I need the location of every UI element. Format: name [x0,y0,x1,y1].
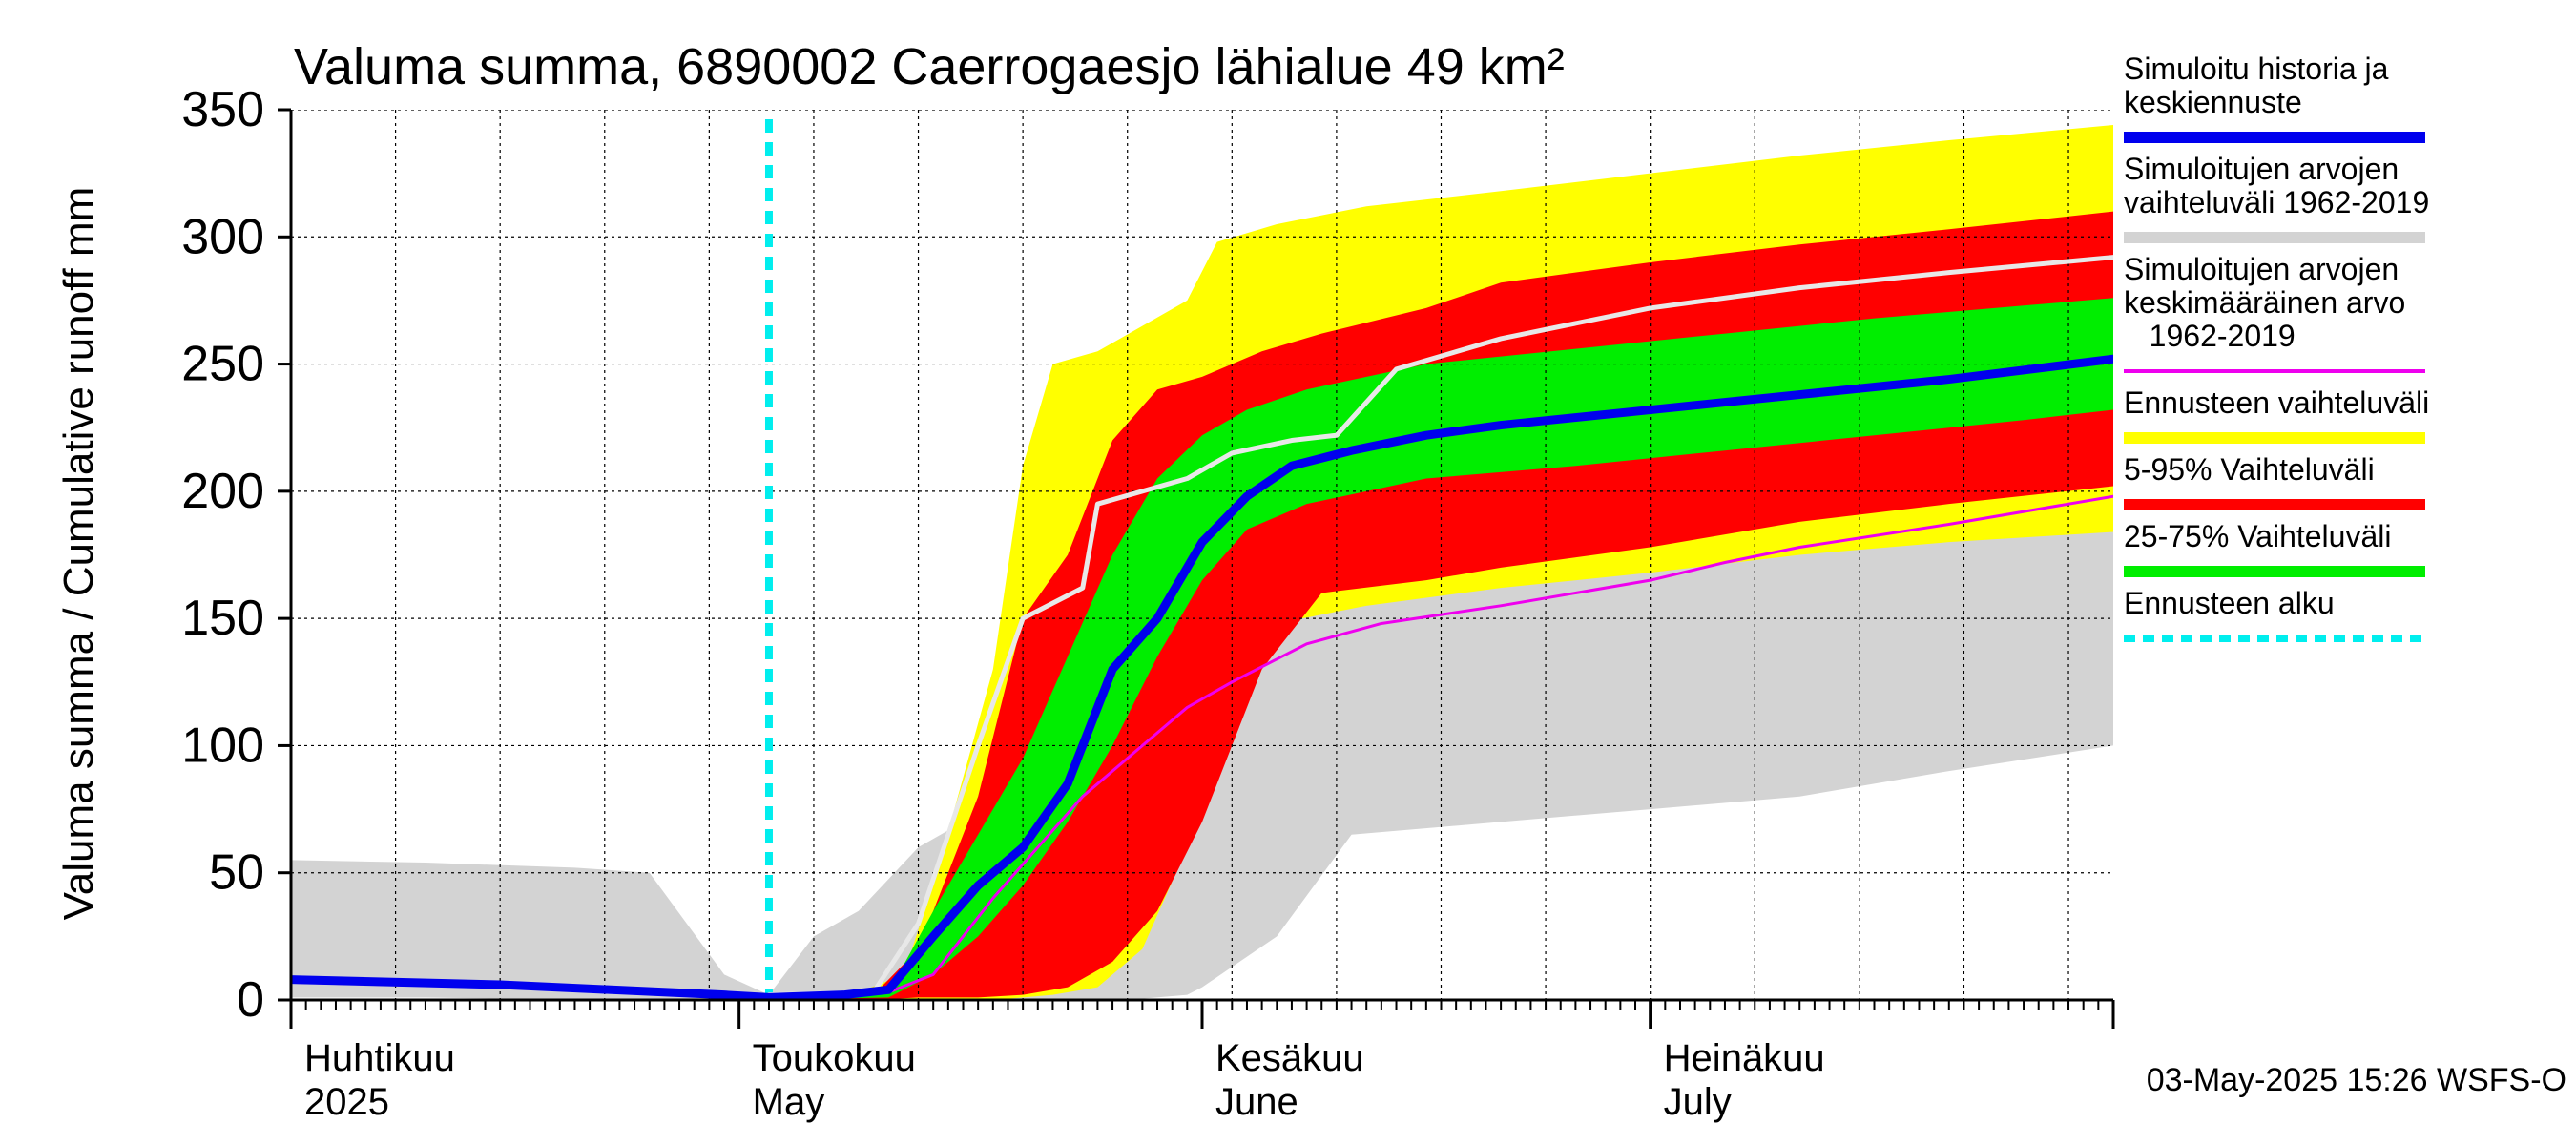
y-axis-label: Valuma summa / Cumulative runoff mm [55,187,102,921]
legend-label: 1962-2019 [2124,319,2296,353]
legend-label: Simuloitujen arvojen [2124,152,2399,186]
month-label-en: May [753,1081,825,1123]
legend-label: vaihteluväli 1962-2019 [2124,185,2429,219]
y-tick-label: 250 [181,337,264,392]
chart-title: Valuma summa, 6890002 Caerrogaesjo lähia… [294,38,1565,95]
series-lines [291,255,2113,1000]
month-label-en: July [1664,1081,1732,1123]
legend-item-5-95-vaihteluvali: 5-95% Vaihteluväli [2124,452,2425,510]
y-tick-label: 0 [237,972,264,1028]
line-simuloitu-historia-ja-keskiennuste-simulated-history [766,255,2113,998]
legend: Simuloitu historia jakeskiennusteSimuloi… [2124,52,2429,642]
y-axis-ticks: 0 50 100 150 200 250 300 350 [181,82,291,1028]
month-label-en: June [1215,1081,1298,1123]
y-tick-label: 50 [209,845,264,901]
month-label-fi: Toukokuu [753,1037,916,1079]
legend-label: 5-95% Vaihteluväli [2124,452,2375,487]
y-tick-label: 200 [181,464,264,519]
month-label-fi: Huhtikuu [304,1037,455,1079]
legend-label: Ennusteen alku [2124,586,2335,620]
month-label-fi: Heinäkuu [1664,1037,1825,1079]
legend-label: Simuloitujen arvojen [2124,252,2399,286]
y-tick-label: 150 [181,591,264,646]
y-tick-label: 350 [181,82,264,137]
legend-label: keskimääräinen arvo [2124,285,2405,320]
timestamp-footer: 03-May-2025 15:26 WSFS-O [2147,1062,2566,1098]
range-bands [291,124,2113,1000]
y-tick-label: 100 [181,718,264,773]
legend-item-25-75-vaihteluvali: 25-75% Vaihteluväli [2124,519,2425,577]
month-label-en: 2025 [304,1081,389,1123]
legend-item-ennusteen-vaihteluvali: Ennusteen vaihteluväli [2124,385,2429,444]
legend-label: 25-75% Vaihteluväli [2124,519,2391,553]
legend-label: Ennusteen vaihteluväli [2124,385,2429,420]
plot-area [291,110,2113,1000]
line-simuloitu-historia-ja-keskiennuste [291,354,2113,1000]
month-label-fi: Kesäkuu [1215,1037,1364,1079]
y-tick-label: 300 [181,209,264,264]
legend-label: Simuloitu historia ja [2124,52,2389,86]
legend-label: keskiennuste [2124,85,2302,119]
grid-lines [291,110,2113,1000]
legend-item-ennusteen-alku: Ennusteen alku [2124,586,2425,642]
